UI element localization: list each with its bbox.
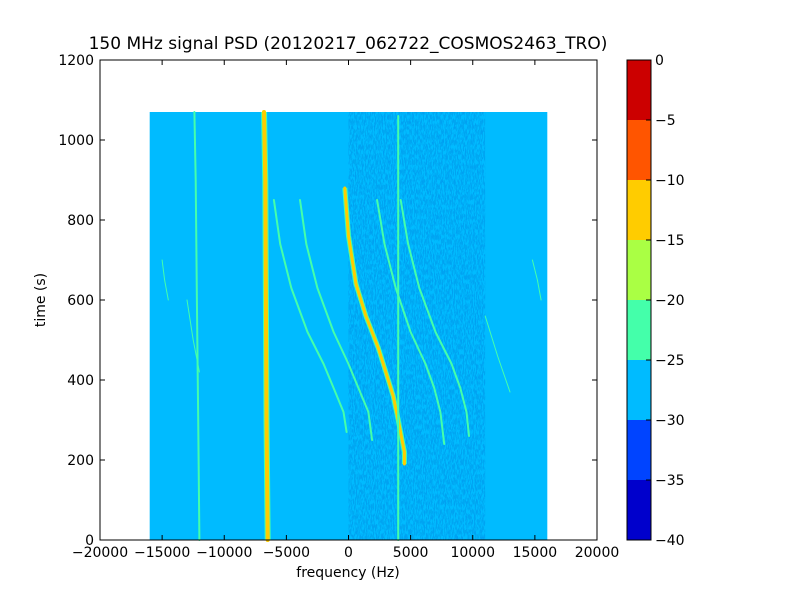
colorbar-levels — [627, 60, 651, 540]
y-tick-label: 1200 — [58, 53, 94, 69]
colorbar-level-2 — [627, 360, 651, 420]
colorbar-level-5 — [627, 180, 651, 240]
y-tick-label: 1000 — [58, 133, 94, 149]
signal-trace-4 — [272, 199, 348, 433]
colorbar-level-1 — [627, 420, 651, 480]
y-tick-label: 0 — [85, 533, 94, 549]
x-tick-label: −15000 — [134, 545, 190, 561]
colorbar-tick-label: −25 — [655, 353, 685, 369]
x-axis-label: frequency (Hz) — [296, 565, 399, 581]
colorbar-level-4 — [627, 240, 651, 300]
y-tick-label: 400 — [67, 373, 94, 389]
colorbar-tick-label: −10 — [655, 173, 685, 189]
plot-area — [99, 59, 598, 542]
colorbar-ticks: 0 −5 −10 −15 −20 −25 −30 −35 −40 — [646, 53, 685, 549]
colorbar-tick-label: −15 — [655, 233, 685, 249]
signal-trace-9 — [186, 299, 200, 373]
y-tick-label: 200 — [67, 453, 94, 469]
x-tick-label: 0 — [344, 545, 353, 561]
chart-title: 150 MHz signal PSD (20120217_062722_COSM… — [89, 34, 608, 54]
x-tick-label: 15000 — [513, 545, 558, 561]
signal-trace-2 — [343, 186, 406, 466]
signal-trace-11 — [531, 259, 542, 301]
x-axis: −20000 −15000 −10000 −5000 0 5000 10000 15000 20… — [72, 60, 619, 561]
colorbar-tick-label: −5 — [655, 113, 676, 129]
colorbar-tick-label: −20 — [655, 293, 685, 309]
signal-traces — [161, 110, 542, 542]
colorbar-tick-label: −35 — [655, 473, 685, 489]
colorbar-level-6 — [627, 120, 651, 180]
colorbar-tick-label: 0 — [655, 53, 664, 69]
signal-trace-10 — [484, 315, 511, 393]
y-axis: 0 200 400 600 800 1000 1200 — [58, 53, 597, 549]
colorbar: 0 −5 −10 −15 −20 −25 −30 −35 −40 — [626, 53, 685, 549]
signal-trace-0 — [262, 110, 270, 542]
signal-trace-1 — [193, 111, 201, 541]
colorbar-level-0 — [627, 480, 651, 540]
x-tick-label: 20000 — [575, 545, 620, 561]
x-tick-label: 10000 — [450, 545, 495, 561]
colorbar-tick-label: −40 — [655, 533, 685, 549]
y-tick-label: 600 — [67, 293, 94, 309]
x-tick-label: −10000 — [196, 545, 252, 561]
signal-trace-5 — [299, 199, 374, 441]
y-tick-label: 800 — [67, 213, 94, 229]
x-tick-label: −5000 — [263, 545, 310, 561]
colorbar-level-3 — [627, 300, 651, 360]
signal-trace-7 — [399, 199, 470, 437]
x-tick-label: 5000 — [393, 545, 429, 561]
colorbar-tick-label: −30 — [655, 413, 685, 429]
y-axis-label: time (s) — [33, 273, 49, 327]
colorbar-level-7 — [627, 60, 651, 120]
x-tick-label: −20000 — [72, 545, 128, 561]
signal-trace-8 — [161, 259, 169, 301]
signal-trace-6 — [376, 199, 446, 445]
